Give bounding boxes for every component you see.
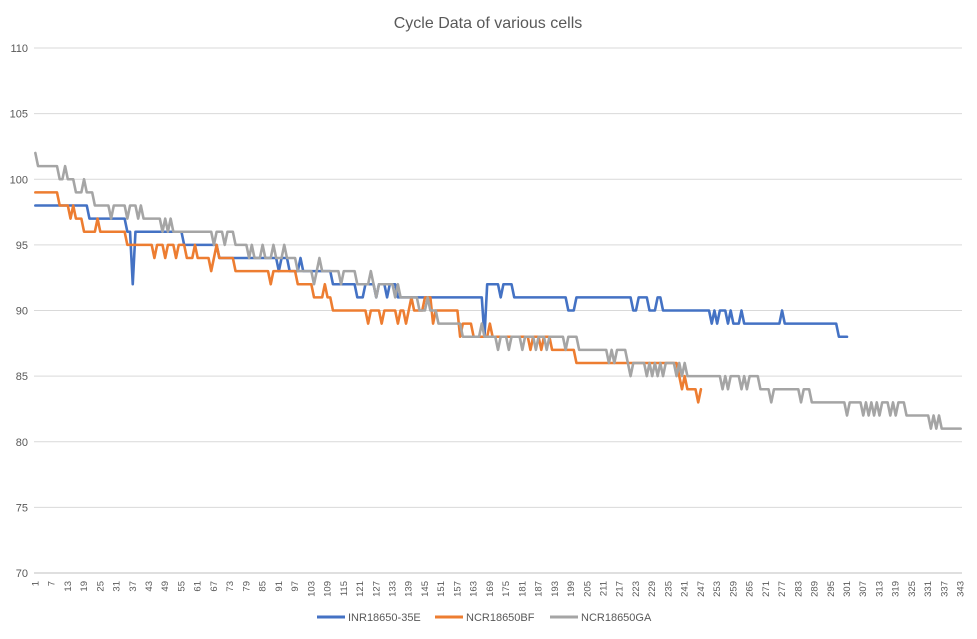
- x-tick-label: 205: [582, 581, 593, 597]
- x-axis-ticks: 1 7 13 19 25 31 37 43 49 55 61 67 73 79 85 91 97 103 109 11…: [30, 572, 967, 597]
- x-tick-label: 55: [176, 581, 187, 592]
- x-tick-label: 73: [225, 581, 236, 592]
- x-tick-label: 259: [728, 581, 739, 597]
- x-tick-label: 187: [534, 581, 545, 597]
- x-tick-label: 109: [323, 581, 334, 597]
- x-tick-label: 235: [663, 581, 674, 597]
- x-tick-label: 169: [485, 581, 496, 597]
- x-tick-label: 97: [290, 581, 301, 592]
- x-tick-label: 241: [680, 581, 691, 597]
- x-tick-label: 247: [696, 581, 707, 597]
- x-tick-label: 61: [193, 581, 204, 592]
- x-tick-label: 79: [241, 581, 252, 592]
- x-tick-label: 31: [112, 581, 123, 592]
- x-tick-label: 253: [712, 581, 723, 597]
- x-tick-label: 19: [79, 581, 90, 592]
- y-tick-label: 95: [16, 240, 28, 252]
- series-line-ncr18650ga: [34, 151, 962, 430]
- x-tick-label: 283: [793, 581, 804, 597]
- x-tick-label: 223: [631, 581, 642, 597]
- x-tick-label: 229: [647, 581, 658, 597]
- x-tick-label: 85: [258, 581, 269, 592]
- x-tick-label: 145: [420, 581, 431, 597]
- y-tick-label: 75: [16, 502, 28, 514]
- x-tick-label: 217: [615, 581, 626, 597]
- x-tick-label: 151: [436, 581, 447, 597]
- x-tick-label: 337: [939, 581, 950, 597]
- x-tick-label: 193: [550, 581, 561, 597]
- x-tick-label: 13: [63, 581, 74, 592]
- x-tick-label: 265: [745, 581, 756, 597]
- x-tick-label: 307: [858, 581, 869, 597]
- x-tick-label: 139: [404, 581, 415, 597]
- x-tick-label: 37: [128, 581, 139, 592]
- x-tick-label: 157: [452, 581, 463, 597]
- x-tick-label: 103: [306, 581, 317, 597]
- y-tick-label: 105: [10, 109, 28, 121]
- y-tick-label: 80: [16, 437, 28, 449]
- x-tick-label: 199: [566, 581, 577, 597]
- x-tick-label: 271: [761, 581, 772, 597]
- x-tick-label: 91: [274, 581, 285, 592]
- x-tick-label: 43: [144, 581, 155, 592]
- legend-label: NCR18650BF: [466, 612, 535, 624]
- x-tick-label: 211: [599, 581, 610, 596]
- y-tick-label: 70: [16, 568, 28, 580]
- x-tick-label: 49: [160, 581, 171, 592]
- gridlines: [34, 47, 962, 574]
- x-tick-label: 181: [517, 581, 528, 597]
- legend-label: NCR18650GA: [581, 612, 652, 624]
- x-tick-label: 325: [907, 581, 918, 597]
- x-tick-label: 331: [923, 581, 934, 597]
- y-tick-label: 85: [16, 371, 28, 383]
- x-tick-label: 115: [339, 581, 350, 596]
- y-tick-label: 90: [16, 306, 28, 318]
- y-axis-ticks: 70 75 80 85 90 95 100 105 110: [10, 43, 28, 580]
- x-tick-label: 133: [387, 581, 398, 597]
- x-tick-label: 121: [355, 581, 366, 597]
- series-lines: [34, 151, 962, 430]
- x-tick-label: 289: [810, 581, 821, 597]
- series-line-inr18650-35e: [34, 204, 849, 339]
- x-tick-label: 319: [891, 581, 902, 597]
- x-tick-label: 127: [371, 581, 382, 597]
- x-tick-label: 67: [209, 581, 220, 592]
- x-tick-label: 25: [95, 581, 106, 592]
- chart-title: Cycle Data of various cells: [394, 15, 583, 32]
- y-tick-label: 110: [10, 43, 28, 55]
- x-tick-label: 295: [826, 581, 837, 597]
- x-tick-label: 7: [47, 581, 58, 586]
- y-tick-label: 100: [10, 174, 28, 186]
- x-tick-label: 277: [777, 581, 788, 597]
- x-tick-label: 301: [842, 581, 853, 597]
- x-tick-label: 1: [30, 581, 41, 586]
- x-tick-label: 313: [874, 581, 885, 597]
- x-tick-label: 343: [956, 581, 967, 597]
- legend: INR18650-35E NCR18650BF NCR18650GA: [317, 612, 652, 624]
- legend-label: INR18650-35E: [348, 612, 421, 624]
- x-tick-label: 163: [469, 581, 480, 597]
- x-tick-label: 175: [501, 581, 512, 597]
